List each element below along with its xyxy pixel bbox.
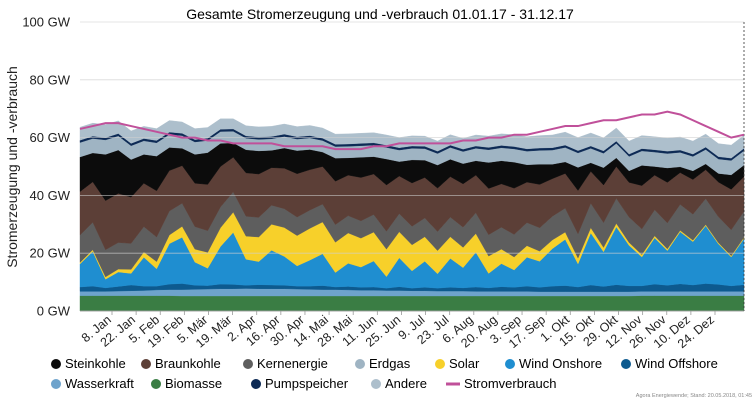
legend-label: Biomasse — [165, 376, 222, 391]
stacked-areas — [79, 118, 745, 312]
legend-item-pumpspeicher: Pumpspeicher — [251, 376, 349, 391]
legend-label: Pumpspeicher — [265, 376, 349, 391]
legend-label: Wind Offshore — [635, 356, 718, 371]
area-biomasse — [79, 295, 745, 312]
legend-item-stromverbrauch: Stromverbrauch — [446, 376, 556, 391]
legend-label: Andere — [385, 376, 427, 391]
legend-label: Steinkohle — [65, 356, 126, 371]
y-tick-label: 60 GW — [30, 130, 71, 145]
legend-item-steinkohle: Steinkohle — [51, 356, 126, 371]
consumption-line — [79, 110, 745, 151]
legend-item-andere: Andere — [371, 376, 427, 391]
legend-swatch — [51, 359, 61, 369]
y-tick-label: 80 GW — [30, 72, 71, 87]
legend-swatch — [243, 359, 253, 369]
legend-swatch — [621, 359, 631, 369]
legend-label: Wasserkraft — [65, 376, 134, 391]
legend: Steinkohle Braunkohle Kernenergie Erdgas Sol… — [51, 356, 718, 391]
legend-label: Braunkohle — [155, 356, 221, 371]
legend-swatch — [251, 379, 261, 389]
legend-label: Wind Onshore — [519, 356, 602, 371]
legend-item-solar: Solar — [435, 356, 480, 371]
legend-label: Solar — [449, 356, 480, 371]
legend-item-wasserkraft: Wasserkraft — [51, 376, 134, 391]
y-tick-label: 100 GW — [22, 15, 70, 30]
legend-label: Stromverbrauch — [464, 376, 556, 391]
area-andere — [79, 118, 745, 159]
legend-swatch — [51, 379, 61, 389]
legend-swatch — [355, 359, 365, 369]
legend-item-erdgas: Erdgas — [355, 356, 411, 371]
chart-title: Gesamte Stromerzeugung und -verbrauch 01… — [186, 6, 574, 22]
legend-label: Kernenergie — [257, 356, 328, 371]
legend-swatch — [151, 379, 161, 389]
legend-swatch — [435, 359, 445, 369]
legend-item-wind-offshore: Wind Offshore — [621, 356, 718, 371]
legend-item-wind-onshore: Wind Onshore — [505, 356, 602, 371]
legend-label: Erdgas — [369, 356, 411, 371]
legend-item-biomasse: Biomasse — [151, 376, 222, 391]
y-axis-ticks: 0 GW 20 GW 40 GW 60 GW 80 GW 100 GW — [22, 15, 70, 319]
legend-swatch — [371, 379, 381, 389]
source-note: Agora Energiewende; Stand: 20.05.2018, 0… — [636, 393, 752, 399]
legend-swatch — [505, 359, 515, 369]
y-axis-title: Stromerzeugung und -verbrauch — [4, 66, 20, 268]
line-stromverbrauch — [79, 110, 745, 151]
y-tick-label: 0 GW — [37, 304, 71, 319]
legend-item-braunkohle: Braunkohle — [141, 356, 221, 371]
y-tick-label: 40 GW — [30, 188, 71, 203]
y-tick-label: 20 GW — [30, 246, 71, 261]
legend-item-kernenergie: Kernenergie — [243, 356, 328, 371]
legend-swatch — [141, 359, 151, 369]
